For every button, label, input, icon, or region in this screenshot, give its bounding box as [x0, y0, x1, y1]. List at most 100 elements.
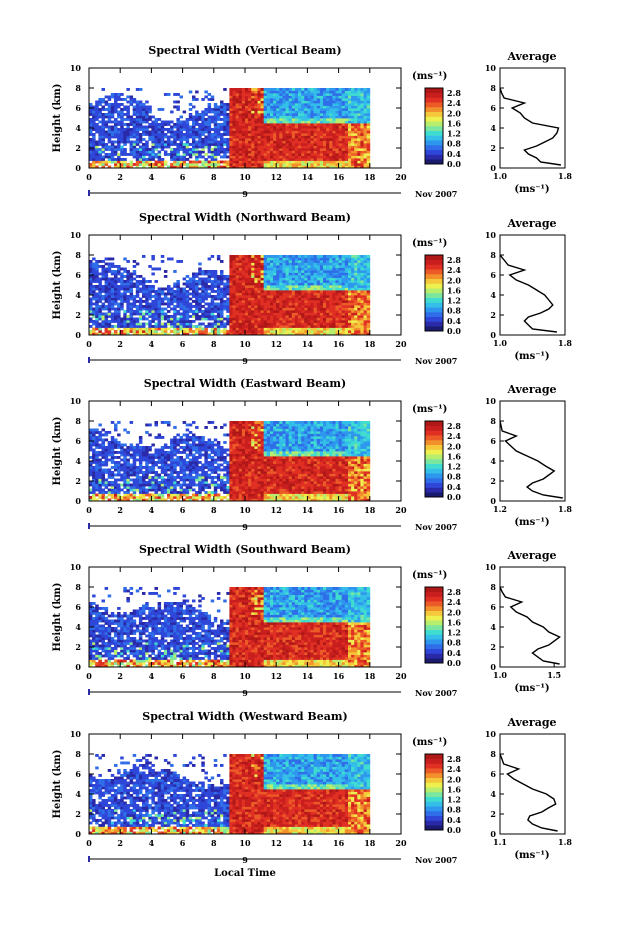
heatmap-cell — [182, 325, 187, 328]
heatmap-cell — [95, 327, 99, 331]
heatmap-cell — [167, 310, 171, 313]
heatmap-cell — [107, 110, 112, 114]
heatmap-cell — [238, 327, 243, 331]
heatmap-cell — [195, 135, 199, 139]
heatmap-cell — [357, 282, 361, 286]
heatmap-cell — [344, 330, 349, 333]
heatmap-cell — [104, 135, 109, 139]
heatmap-cell — [232, 148, 236, 151]
heatmap-cell — [95, 285, 99, 288]
heatmap-cell — [326, 158, 330, 161]
heatmap-cell — [226, 275, 230, 278]
heatmap-cell — [213, 153, 218, 156]
heatmap-cell — [251, 135, 255, 139]
colorbar-swatch — [425, 130, 443, 136]
heatmap-cell — [307, 128, 311, 131]
heatmap-cell — [254, 98, 258, 101]
heatmap-cell — [241, 312, 246, 316]
heatmap-cell — [138, 100, 143, 104]
heatmap-cell — [313, 105, 318, 109]
heatmap-cell — [120, 113, 124, 116]
heatmap-cell — [245, 255, 249, 258]
heatmap-cell — [279, 295, 283, 298]
heatmap-cell — [304, 265, 308, 268]
heatmap-cell — [351, 275, 355, 278]
heatmap-cell — [185, 150, 190, 154]
heatmap-cell — [92, 290, 96, 293]
heatmap-cell — [107, 155, 112, 159]
heatmap-cell — [360, 103, 364, 106]
heatmap-cell — [341, 93, 346, 96]
heatmap-cell — [304, 307, 308, 311]
heatmap-cell — [163, 297, 168, 301]
heatmap-cell — [273, 265, 277, 268]
heatmap-cell — [132, 310, 137, 313]
heatmap-cell — [195, 282, 199, 286]
heatmap-cell — [348, 300, 352, 303]
heatmap-cell — [179, 317, 183, 321]
heatmap-cell — [338, 260, 343, 263]
average-profile-line — [499, 87, 562, 166]
heatmap-cell — [126, 105, 130, 109]
heatmap-cell — [329, 130, 333, 134]
heatmap-cell — [110, 317, 115, 321]
heatmap-cell — [232, 135, 236, 139]
heatmap-cell — [313, 113, 318, 116]
heatmap-cell — [135, 128, 140, 131]
heatmap-cell — [344, 88, 349, 91]
heatmap-cell — [229, 130, 233, 134]
heatmap-cell — [360, 305, 364, 308]
heatmap-cell — [229, 275, 233, 278]
heatmap-cell — [245, 295, 249, 298]
heatmap-cell — [145, 108, 149, 111]
heatmap-cell — [163, 145, 168, 149]
heatmap-cell — [285, 282, 290, 286]
heatmap-cell — [357, 265, 361, 268]
heatmap-cell — [92, 125, 96, 129]
heatmap-cell — [301, 135, 305, 139]
heatmap-cell — [160, 148, 165, 151]
heatmap-cell — [132, 285, 137, 288]
heatmap-cell — [304, 325, 308, 328]
heatmap-cell — [304, 153, 308, 156]
heatmap-cell — [132, 135, 137, 139]
heatmap-cell — [329, 287, 333, 291]
heatmap-cell — [226, 302, 230, 306]
heatmap-cell — [313, 108, 318, 111]
average-title: Average — [506, 50, 556, 63]
heatmap-cell — [360, 90, 364, 94]
heatmap-cell — [241, 120, 246, 124]
heatmap-cell — [229, 108, 233, 111]
heatmap-cell — [241, 103, 246, 106]
heatmap-cell — [279, 327, 283, 331]
heatmap-cell — [185, 290, 190, 293]
heatmap-cell — [251, 307, 255, 311]
heatmap-cell — [357, 297, 361, 301]
heatmap-cell — [360, 282, 364, 286]
heatmap-cell — [260, 118, 265, 121]
heatmap-cell — [304, 267, 308, 271]
heatmap-cell — [363, 287, 368, 291]
heatmap-cell — [360, 133, 364, 136]
heatmap-cell — [167, 123, 171, 126]
heatmap-cell — [323, 138, 327, 141]
heatmap-cell — [307, 165, 311, 169]
heatmap-cell — [248, 163, 252, 166]
heatmap-cell — [282, 322, 286, 326]
heatmap-cell — [304, 322, 308, 326]
heatmap-cell — [173, 320, 177, 323]
heatmap-cell — [298, 93, 302, 96]
heatmap-cell — [201, 128, 205, 131]
heatmap-cell — [248, 272, 252, 276]
heatmap-cell — [354, 133, 358, 136]
heatmap-cell — [95, 287, 99, 291]
heatmap-cell — [176, 93, 180, 96]
heatmap-cell — [198, 310, 202, 313]
heatmap-cell — [363, 305, 368, 308]
heatmap-cell — [304, 105, 308, 109]
heatmap-cell — [245, 158, 249, 161]
heatmap-cell — [92, 307, 96, 311]
heatmap-cell — [107, 153, 112, 156]
heatmap-cell — [316, 290, 321, 293]
heatmap-cell — [117, 327, 121, 331]
